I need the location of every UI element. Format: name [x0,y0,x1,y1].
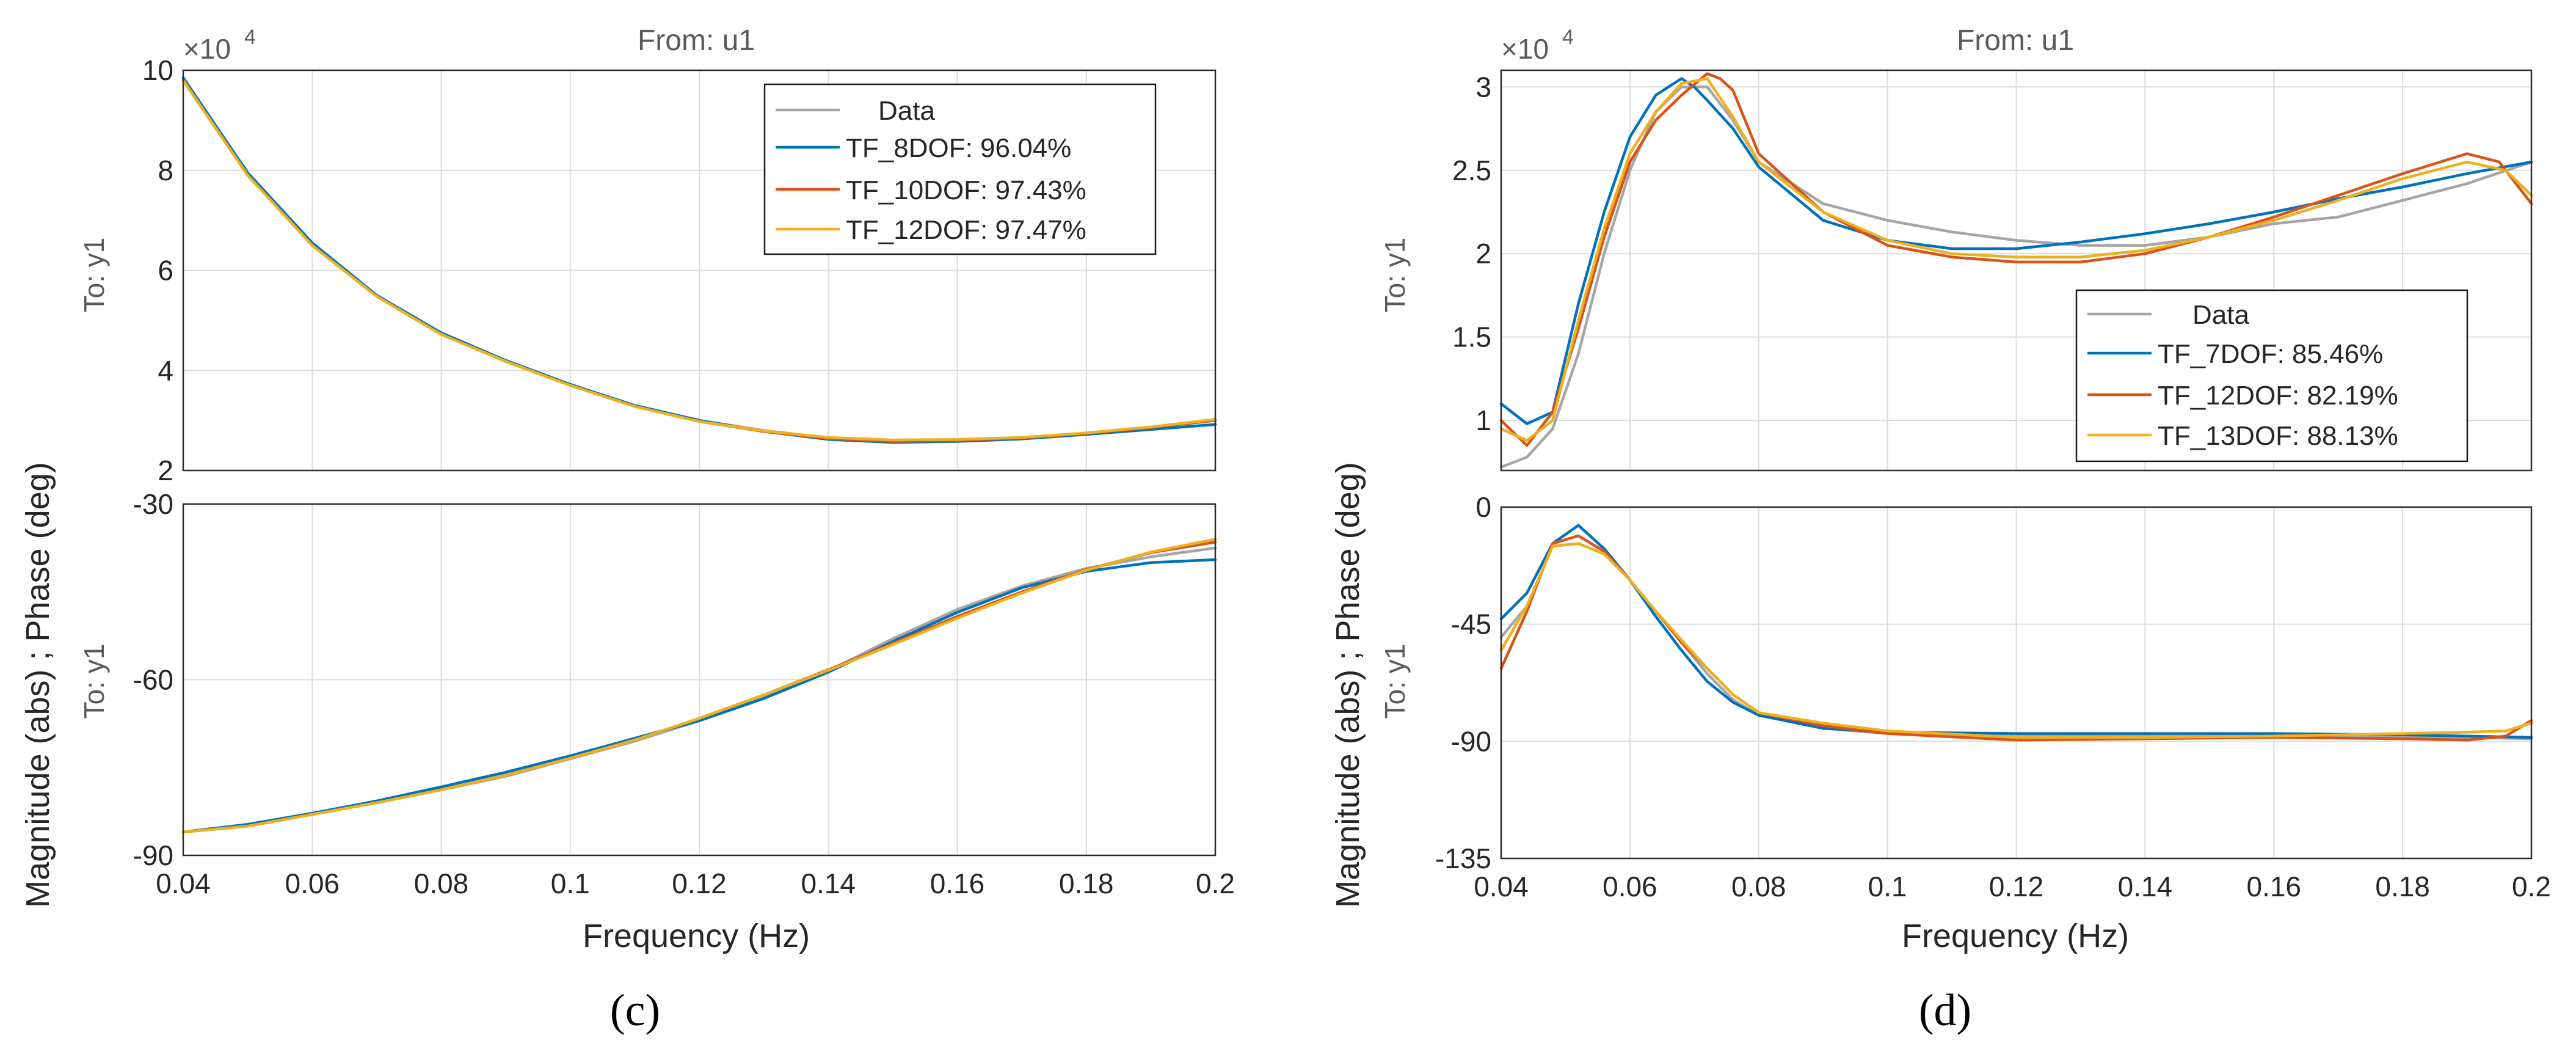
y-tick-label: 6 [158,255,173,287]
x-tick-label: 0.2 [1196,868,1235,899]
y-tick-label: 0 [1475,491,1491,523]
exponent-power: 4 [244,26,256,49]
legend: Data TF_8DOF: 96.04% TF_10DOF: 97.43% TF… [763,83,1157,255]
y-tick-label: 2 [1475,238,1491,269]
exponent-base: ×10 [1501,33,1549,65]
x-tick-label: 0.06 [285,868,340,899]
y-tick-label: -45 [1451,609,1491,640]
tick-labels: 10 8 6 4 2 [142,54,173,486]
row-label: To: y1 [1379,238,1411,313]
x-tick-label: 0.12 [1989,871,2044,902]
legend-entry-tf-12dof: TF_12DOF: 82.19% [2158,381,2398,411]
x-tick-label: 0.04 [156,868,211,899]
x-tick-label: 0.12 [672,868,727,899]
x-tick-label: 0.2 [2512,871,2551,902]
tick-labels: -30 -60 -90 [133,488,173,871]
phase-panel: To: y1 0-45-90-135 0.04 0.06 0.08 0.1 0.12 0.… [1379,491,2551,902]
exponent-label: ×10 4 [1501,26,1574,65]
series-line-data [1499,86,2533,469]
x-tick-labels: 0.04 0.06 0.08 0.1 0.12 0.14 0.16 0.18 0.2 [1474,871,2551,902]
legend-entry-tf-13dof: TF_13DOF: 88.13% [2158,421,2398,451]
x-tick-label: 0.1 [1868,871,1907,902]
subplot-label: (d) [1919,986,1971,1036]
y-axis-label: Magnitude (abs) ; Phase (deg) [20,462,56,907]
legend-box [2075,289,2469,463]
series-line-tf-7dof [1499,77,2533,425]
chart-title: From: u1 [638,24,755,57]
series-line-tf-13dof [1499,77,2533,442]
subplot-label: (c) [610,986,660,1036]
x-tick-label: 0.16 [930,868,985,899]
row-label: To: y1 [78,644,110,719]
series-line-tf-7dof [1499,524,2533,739]
axes-box [1500,69,2533,472]
chart-title: From: u1 [1957,24,2074,57]
exponent-power: 4 [1562,26,1574,49]
series-line-tf-12dof [181,538,1217,833]
tick-labels: 0 -45 -90 -135 [1435,491,1491,874]
y-tick-label: 1.5 [1452,321,1491,353]
exponent-base: ×10 [183,33,231,65]
tick-labels: 3 2.5 2 1.5 1 [1452,71,1491,436]
series-lines [1499,524,2533,742]
x-axis-label: Frequency (Hz) [1902,918,2129,954]
series-line-tf-13dof [1499,542,2533,739]
legend-entry-tf-8dof: TF_8DOF: 96.04% [846,133,1071,163]
y-axis-label: Magnitude (abs) ; Phase (deg) [1330,462,1366,907]
exponent-label: ×10 4 [183,26,256,65]
y-tick-label: 2.5 [1452,155,1491,186]
x-tick-label: 0.04 [1474,871,1529,902]
series-line-tf-12dof [181,79,1217,442]
row-label: To: y1 [78,238,110,313]
series-line-tf-8dof [181,558,1217,833]
x-tick-label: 0.1 [551,868,590,899]
x-tick-labels: 0.04 0.06 0.08 0.1 0.12 0.14 0.16 0.18 0.2 [156,868,1235,899]
chart-d: From: u1 Magnitude (abs) ; Phase (deg) F… [1330,24,2551,1036]
axes-box [182,503,1217,857]
chart-c: From: u1 Magnitude (abs) ; Phase (deg) F… [20,24,1235,1036]
phase-panel: To: y1 -30 -60 -90 0.04 0.06 0.08 0.1 0.12 0.14… [78,488,1235,899]
legend: Data TF_7DOF: 85.46% TF_12DOF: 82.19% TF… [2075,289,2469,463]
y-tick-label: 1 [1475,404,1491,436]
x-tick-label: 0.08 [414,868,469,899]
legend-box [763,83,1157,255]
series-lines [181,538,1217,833]
y-tick-label: -90 [1451,725,1491,757]
x-tick-label: 0.08 [1731,871,1786,902]
y-tick-label: 2 [158,455,173,486]
axes-box [182,69,1217,472]
y-tick-label: 3 [1475,71,1491,103]
y-tick-label: -30 [133,488,173,520]
series-lines [181,76,1217,444]
y-tick-label: -90 [133,839,173,871]
magnitude-panel: To: y1 ×10 4 3 2.5 2 1.5 1 Data TF_7DOF: 85.… [1379,26,2533,472]
x-tick-label: 0.14 [801,868,856,899]
row-label: To: y1 [1379,644,1411,719]
y-tick-label: 8 [158,155,173,186]
y-tick-label: -60 [133,664,173,696]
legend-entry-data: Data [2192,300,2249,330]
y-tick-label: 4 [158,354,173,386]
y-tick-label: -135 [1435,843,1491,874]
y-tick-label: 10 [142,54,173,86]
x-tick-label: 0.18 [2375,871,2430,902]
x-tick-label: 0.06 [1603,871,1657,902]
x-tick-label: 0.16 [2246,871,2301,902]
x-tick-label: 0.14 [2118,871,2173,902]
axes-box [1500,506,2533,860]
legend-entry-data: Data [878,96,935,126]
series-lines [1499,72,2533,469]
magnitude-panel: To: y1 ×10 4 10 8 6 4 2 Data TF_8DOF: 96.04%… [78,26,1217,486]
x-tick-label: 0.18 [1059,868,1114,899]
legend-entry-tf-7dof: TF_7DOF: 85.46% [2158,339,2383,369]
legend-entry-tf-10dof: TF_10DOF: 97.43% [846,175,1086,205]
x-axis-label: Frequency (Hz) [583,918,810,954]
legend-entry-tf-12dof: TF_12DOF: 97.47% [846,215,1086,245]
